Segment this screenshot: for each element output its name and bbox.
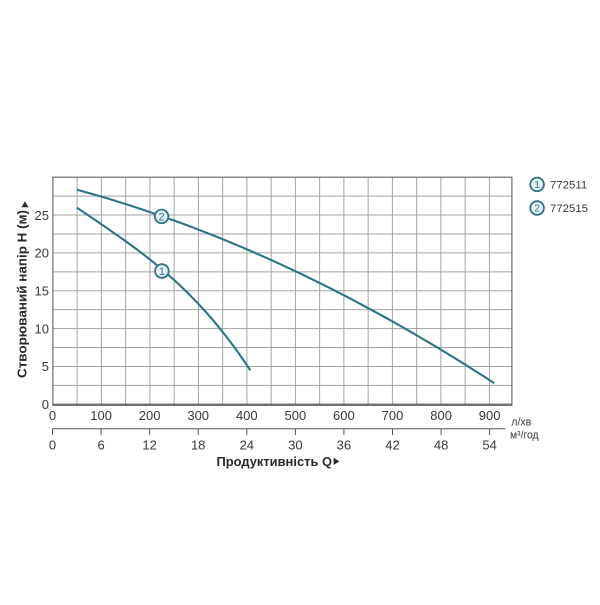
- svg-text:0: 0: [49, 408, 56, 423]
- svg-text:0: 0: [42, 397, 49, 412]
- svg-text:6: 6: [97, 437, 104, 452]
- svg-text:700: 700: [382, 408, 404, 423]
- svg-text:2: 2: [159, 211, 165, 223]
- svg-text:Продуктивність Q: Продуктивність Q: [217, 454, 333, 469]
- svg-text:5: 5: [42, 359, 49, 374]
- svg-text:300: 300: [187, 408, 209, 423]
- svg-text:900: 900: [479, 408, 501, 423]
- svg-text:Створюваний напір Н (м): Створюваний напір Н (м): [15, 210, 30, 378]
- svg-text:л/хв: л/хв: [511, 417, 531, 429]
- svg-text:772511: 772511: [550, 180, 587, 192]
- svg-text:772515: 772515: [550, 203, 588, 215]
- svg-text:30: 30: [288, 437, 302, 452]
- svg-text:48: 48: [434, 437, 448, 452]
- svg-text:м³/год: м³/год: [510, 430, 539, 442]
- svg-text:20: 20: [35, 246, 49, 261]
- svg-text:42: 42: [385, 437, 399, 452]
- svg-text:2: 2: [534, 204, 540, 215]
- svg-text:100: 100: [90, 408, 112, 423]
- svg-text:25: 25: [35, 208, 49, 223]
- svg-text:0: 0: [49, 437, 56, 452]
- svg-text:24: 24: [240, 437, 254, 452]
- svg-text:12: 12: [142, 437, 156, 452]
- svg-text:54: 54: [482, 437, 496, 452]
- svg-text:1: 1: [159, 266, 165, 278]
- svg-text:200: 200: [139, 408, 161, 423]
- svg-text:1: 1: [534, 180, 540, 191]
- svg-text:15: 15: [35, 283, 49, 298]
- svg-text:500: 500: [285, 408, 307, 423]
- svg-text:400: 400: [236, 408, 258, 423]
- svg-text:18: 18: [191, 437, 205, 452]
- svg-text:800: 800: [430, 408, 452, 423]
- svg-text:10: 10: [35, 321, 49, 336]
- svg-text:36: 36: [337, 437, 351, 452]
- svg-text:600: 600: [333, 408, 355, 423]
